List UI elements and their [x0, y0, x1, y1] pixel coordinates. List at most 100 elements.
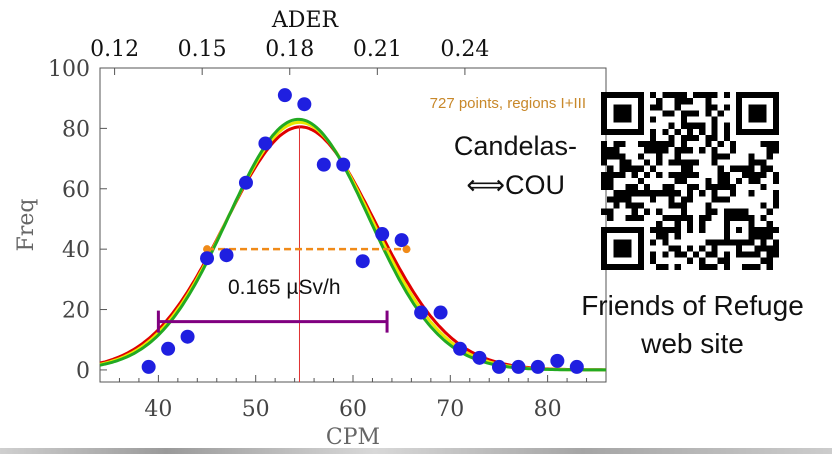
qr-module: [631, 202, 638, 209]
qr-module: [613, 196, 620, 203]
reference-lines: [156, 125, 411, 382]
qr-module: [717, 184, 724, 191]
qr-module: [643, 171, 651, 178]
qr-module: [711, 159, 718, 166]
qr-module: [760, 227, 767, 234]
qr-module: [760, 202, 767, 209]
y-tick-label: 100: [48, 57, 90, 82]
qr-module: [631, 165, 638, 172]
qr-module: [772, 177, 779, 185]
qr-module: [650, 251, 657, 258]
qr-module: [643, 208, 651, 215]
qr-code-image[interactable]: [601, 92, 779, 270]
qr-module: [723, 92, 730, 99]
qr-module: [656, 227, 663, 234]
qr-module: [613, 202, 620, 209]
qr-module: [772, 239, 779, 246]
top-tick-label: 0.18: [265, 37, 314, 62]
qr-module: [729, 184, 737, 191]
qr-module: [699, 245, 706, 252]
qr-module: [668, 245, 675, 252]
qr-module: [619, 165, 626, 172]
qr-module: [668, 184, 675, 191]
qr-module: [717, 165, 724, 172]
qr-module: [668, 141, 675, 148]
x-axis-title: CPM: [326, 425, 380, 450]
qr-module: [686, 171, 694, 178]
y-tick-label: 80: [62, 117, 90, 142]
top-tick-label: 0.15: [178, 37, 227, 62]
qr-module: [711, 92, 718, 99]
qr-module: [650, 147, 657, 154]
qr-module: [668, 196, 675, 203]
qr-module: [711, 190, 718, 197]
qr-module: [643, 141, 651, 148]
qr-module: [662, 239, 669, 246]
qr-module: [643, 147, 651, 154]
qr-module: [766, 233, 773, 240]
qr-module: [748, 263, 755, 270]
qr-module: [656, 98, 663, 105]
qr-module: [717, 141, 724, 148]
qr-module: [662, 141, 669, 148]
qr-module: [674, 214, 681, 221]
method-label-line2: ⟺COU: [466, 170, 565, 200]
half-max-endpoint: [203, 245, 212, 254]
qr-module: [650, 134, 657, 142]
qr-module: [650, 196, 657, 203]
qr-module: [723, 208, 730, 215]
qr-module: [601, 147, 608, 154]
qr-module: [680, 116, 687, 123]
qr-module: [601, 159, 608, 166]
qr-module: [760, 245, 767, 252]
qr-module: [680, 177, 687, 185]
qr-module: [748, 159, 755, 166]
qr-module: [760, 165, 767, 172]
qr-module: [686, 220, 694, 228]
qr-module: [760, 159, 767, 166]
qr-module: [742, 208, 749, 215]
qr-module: [650, 257, 657, 264]
qr-module: [711, 134, 718, 142]
qr-module: [650, 92, 657, 99]
qr-module: [736, 251, 743, 258]
data-point: [453, 341, 468, 356]
qr-module: [766, 147, 773, 154]
qr-module: [699, 122, 706, 129]
qr-module: [705, 239, 712, 246]
qr-module: [613, 171, 620, 178]
x-tick-label: 80: [534, 397, 562, 422]
qr-module: [601, 177, 608, 185]
qr-module: [717, 196, 724, 203]
qr-module: [631, 171, 638, 178]
qr-module: [760, 233, 767, 240]
qr-module: [674, 227, 681, 234]
qr-module: [631, 184, 638, 191]
qr-module: [613, 153, 620, 160]
qr-module: [637, 190, 644, 197]
qr-module: [723, 251, 730, 258]
y-tick-label: 40: [62, 238, 90, 263]
qr-module: [754, 245, 761, 252]
qr-module: [656, 153, 663, 160]
qr-module: [699, 128, 706, 135]
qr-module: [742, 263, 749, 270]
qr-module: [754, 171, 761, 178]
qr-module: [680, 171, 687, 178]
qr-module: [748, 190, 755, 197]
qr-module: [674, 104, 681, 111]
qr-module: [693, 171, 700, 178]
x-tick-label: 50: [242, 397, 270, 422]
method-label-line1: Candelas-: [454, 131, 577, 161]
dose-label: 0.165 µSv/h: [228, 276, 341, 299]
qr-module: [680, 98, 687, 105]
qr-module: [607, 196, 614, 203]
top-tick-label: 0.21: [353, 37, 402, 62]
qr-module: [607, 165, 614, 172]
qr-module: [717, 153, 724, 160]
top-tick-label: 0.24: [440, 37, 489, 62]
qr-module: [693, 251, 700, 258]
data-point: [550, 353, 565, 368]
qr-module: [766, 208, 773, 215]
qr-module: [699, 227, 706, 234]
